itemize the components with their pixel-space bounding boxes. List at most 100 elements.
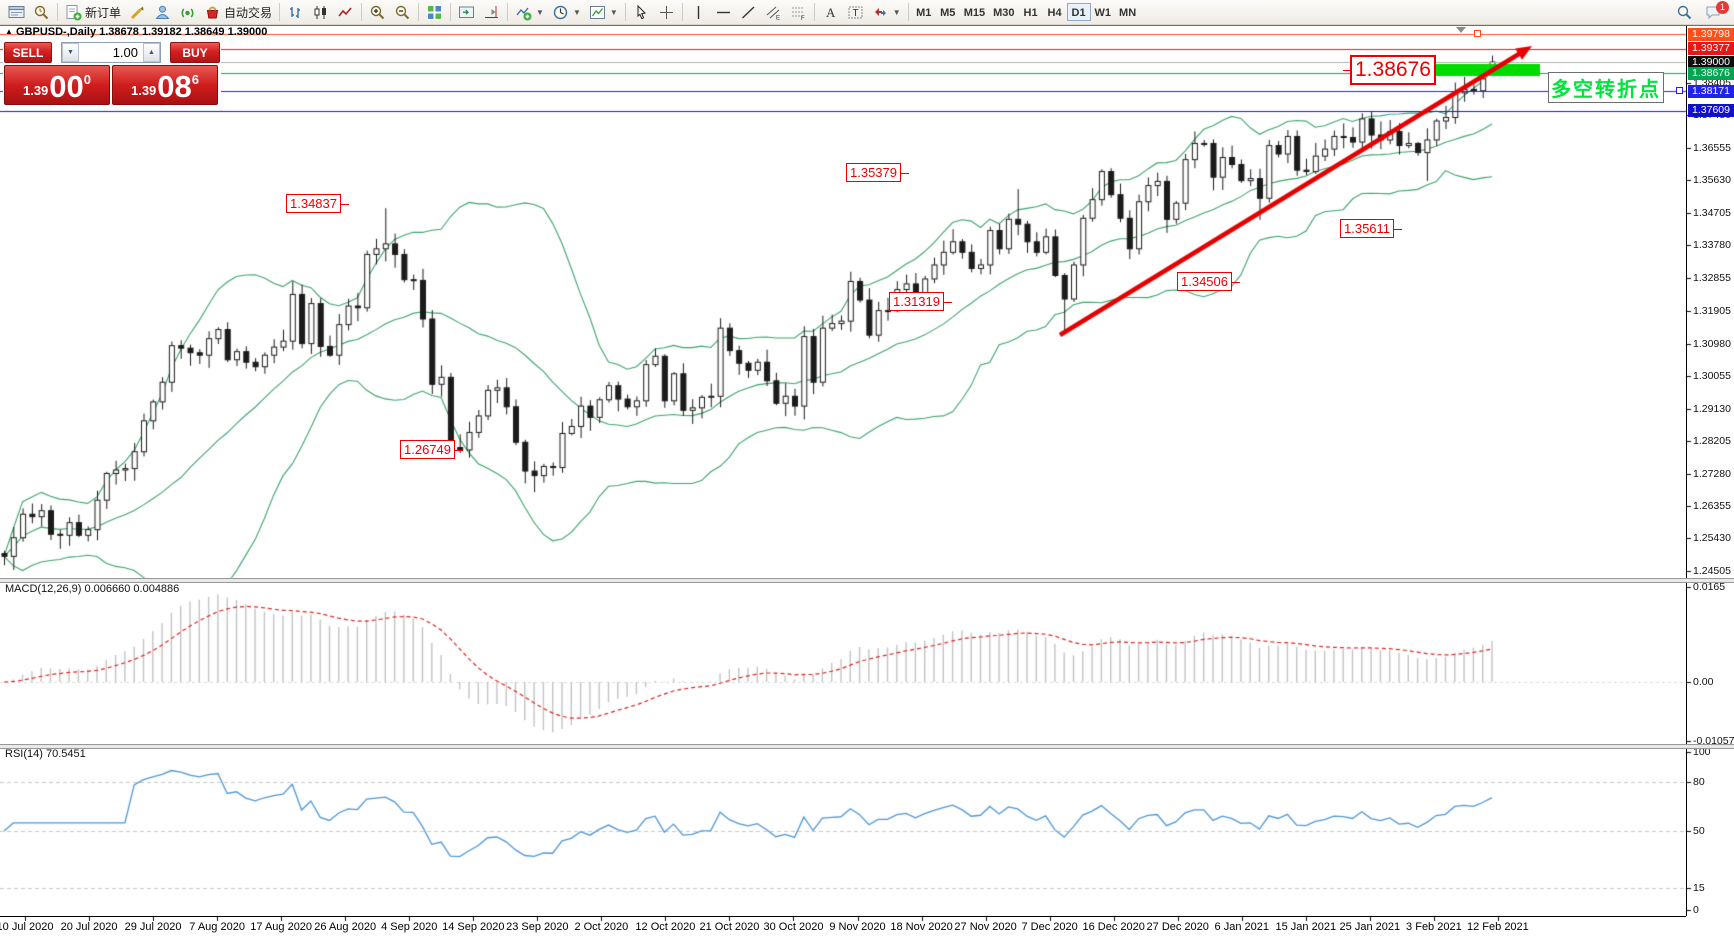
templates-icon[interactable]: ▼ xyxy=(585,2,622,23)
hline-price-box: 1.39377 xyxy=(1688,42,1734,56)
volume-value[interactable]: 1.00 xyxy=(112,45,138,60)
bars-chart-icon[interactable] xyxy=(283,2,308,23)
text-label-icon[interactable]: T xyxy=(843,2,868,23)
profiles-icon[interactable]: ▼ xyxy=(548,2,585,23)
timeframe-m30[interactable]: M30 xyxy=(989,3,1018,21)
metaeditor-icon[interactable] xyxy=(150,2,175,23)
hline-price-box: 1.38676 xyxy=(1688,66,1734,80)
new-chart-icon[interactable]: ▼ xyxy=(511,2,548,23)
tile-windows-icon[interactable] xyxy=(422,2,447,23)
chat-icon[interactable]: 1 xyxy=(1701,0,1729,23)
timeframe-h1[interactable]: H1 xyxy=(1019,3,1043,21)
sell-price-sup: 0 xyxy=(83,72,92,87)
price-tick-label: 1.35630 xyxy=(1693,174,1731,187)
price-tick-label: 1.24505 xyxy=(1693,564,1731,577)
cursor-icon[interactable] xyxy=(629,2,654,23)
date-tick-label: 14 Sep 2020 xyxy=(442,921,505,933)
rsi-tick-label: 0 xyxy=(1693,904,1699,916)
price-tick-label: 1.30055 xyxy=(1693,370,1731,383)
chart-shift-marker-icon[interactable] xyxy=(1456,27,1466,33)
volume-down-button[interactable]: ▼ xyxy=(62,43,79,62)
timeframe-w1[interactable]: W1 xyxy=(1091,3,1116,21)
zoom-out-icon[interactable] xyxy=(390,2,415,23)
date-tick-label: 10 Jul 2020 xyxy=(0,921,54,933)
line-chart-icon[interactable] xyxy=(333,2,358,23)
line-selection-handle[interactable] xyxy=(1676,87,1683,95)
timeframe-h4[interactable]: H4 xyxy=(1043,3,1067,21)
channel-icon[interactable]: E xyxy=(761,2,786,23)
horizontal-line-icon[interactable] xyxy=(711,2,736,23)
date-tick-label: 17 Aug 2020 xyxy=(250,921,313,933)
timeframe-d1[interactable]: D1 xyxy=(1066,3,1091,21)
buy-button[interactable]: BUY xyxy=(170,42,220,63)
price-tick-label: 1.34705 xyxy=(1693,206,1731,219)
date-tick-label: 15 Jan 2021 xyxy=(1275,921,1337,933)
arrows-icon[interactable]: ▼ xyxy=(868,2,905,23)
date-tick-label: 25 Jan 2021 xyxy=(1339,921,1401,933)
date-tick-label: 27 Dec 2020 xyxy=(1146,921,1209,933)
chevron-down-icon: ▼ xyxy=(572,7,581,17)
timeframe-mn[interactable]: MN xyxy=(1115,3,1140,21)
history-center-icon[interactable] xyxy=(29,2,54,23)
autotrading-button[interactable]: 自动交易 xyxy=(200,2,276,23)
toolbar-right: 1 xyxy=(1672,0,1730,23)
price-annotation[interactable]: 1.31319 xyxy=(889,292,952,311)
line-selection-handle[interactable] xyxy=(1474,30,1481,37)
chart-title-symbol: GBPUSD-,Daily xyxy=(15,26,97,38)
text-icon[interactable]: A xyxy=(818,2,843,23)
sell-button[interactable]: SELL xyxy=(4,42,52,63)
fibonacci-icon[interactable]: F xyxy=(786,2,811,23)
buy-price-tile[interactable]: 1.39 08 6 xyxy=(112,65,218,105)
date-tick-label: 26 Aug 2020 xyxy=(314,921,377,933)
buy-price-big: 08 xyxy=(157,69,192,104)
toolbar-separator xyxy=(450,3,452,21)
price-annotation[interactable]: 1.35611 xyxy=(1340,219,1403,238)
auto-arrange-icon[interactable] xyxy=(454,2,479,23)
price-tick-label: 1.27280 xyxy=(1693,467,1731,480)
macd-tick-label: 0.00 xyxy=(1693,676,1714,688)
hline-price-box: 1.39798 xyxy=(1688,27,1734,41)
price-annotation[interactable]: 1.34837 xyxy=(286,194,349,213)
chevron-down-icon: ▼ xyxy=(892,7,901,17)
timeframe-m1[interactable]: M1 xyxy=(912,3,936,21)
volume-up-button[interactable]: ▲ xyxy=(143,43,160,62)
timeframe-m15[interactable]: M15 xyxy=(960,3,989,21)
date-tick-label: 7 Aug 2020 xyxy=(189,921,245,933)
date-tick-label: 16 Dec 2020 xyxy=(1082,921,1145,933)
trendline-icon[interactable] xyxy=(736,2,761,23)
date-axis-border xyxy=(0,916,1686,917)
macd-panel-splitter[interactable] xyxy=(0,578,1734,583)
price-annotation[interactable]: 1.26749 xyxy=(400,440,463,459)
svg-text:F: F xyxy=(801,16,805,21)
key-level-label[interactable]: 1.38676 xyxy=(1343,55,1436,85)
price-tick-label: 1.25430 xyxy=(1693,532,1731,545)
timeframe-m5[interactable]: M5 xyxy=(936,3,960,21)
chevron-down-icon: ▼ xyxy=(609,7,618,17)
chevron-down-icon: ▼ xyxy=(536,7,544,17)
macd-tick-label: 0.0165 xyxy=(1693,581,1726,593)
timeframe-toolbar: M1 M5 M15 M30 H1 H4 D1 W1 MN xyxy=(912,3,1140,21)
toolbar-separator xyxy=(418,3,420,21)
crosshair-icon[interactable] xyxy=(654,2,679,23)
signals-icon[interactable] xyxy=(175,2,200,23)
zoom-in-icon[interactable] xyxy=(365,2,390,23)
rsi-panel-splitter[interactable] xyxy=(0,744,1734,749)
price-tick-label: 1.31905 xyxy=(1693,305,1731,318)
terminal-icon[interactable] xyxy=(4,2,29,23)
new-order-button[interactable]: 新订单 xyxy=(61,2,125,23)
price-tick-label: 1.30980 xyxy=(1693,337,1731,350)
sell-price-tile[interactable]: 1.39 00 0 xyxy=(4,65,110,105)
wand-icon[interactable] xyxy=(125,2,150,23)
chart-shift-icon[interactable] xyxy=(479,2,504,23)
hline-price-box: 1.38171 xyxy=(1688,84,1734,98)
search-icon[interactable] xyxy=(1672,2,1697,23)
turning-point-label[interactable]: 多空转折点 xyxy=(1548,72,1664,103)
buy-price-sup: 6 xyxy=(191,72,200,87)
toolbar-groups: 新订单 自动交易 ▼ ▼ ▼ E F A T ▼ xyxy=(4,2,905,23)
price-annotation[interactable]: 1.35379 xyxy=(846,163,909,182)
vertical-line-icon[interactable] xyxy=(686,2,711,23)
candles-chart-icon[interactable] xyxy=(308,2,333,23)
price-annotation[interactable]: 1.34506 xyxy=(1177,272,1240,291)
